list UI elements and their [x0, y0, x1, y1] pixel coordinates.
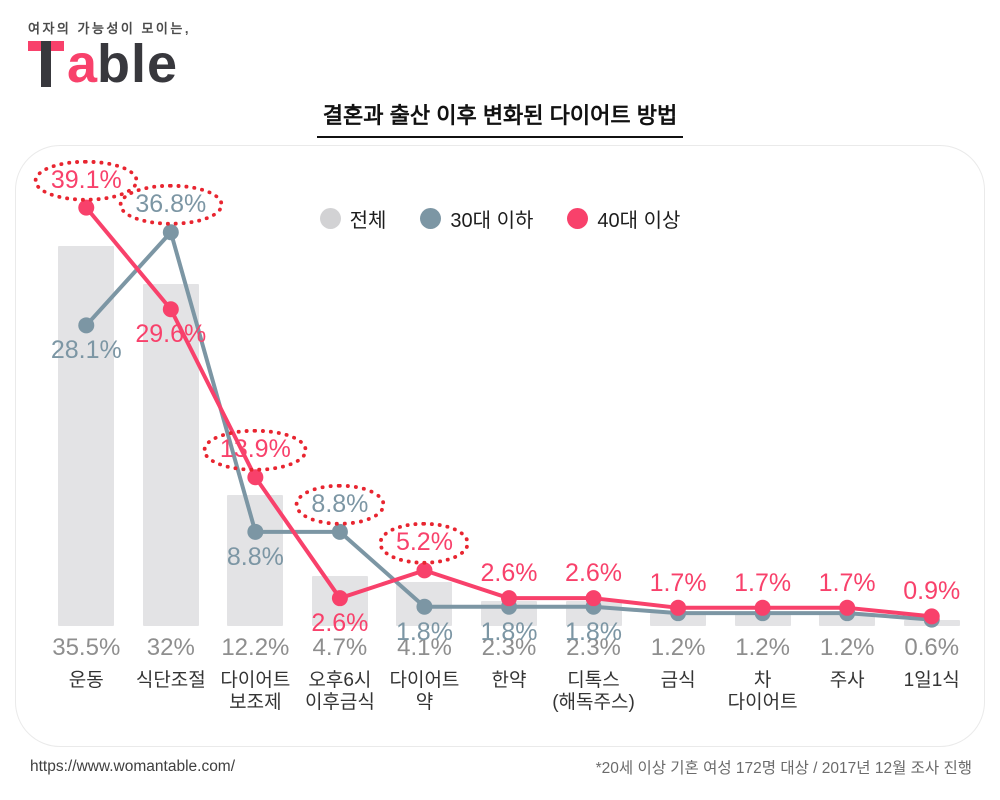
highlighted-point-label-40대-이상: 13.9% — [202, 429, 308, 472]
data-point-30대-이하 — [162, 224, 179, 241]
highlighted-point-label-40대-이상: 39.1% — [33, 159, 139, 202]
point-label-30대-이하: 1.8% — [395, 617, 453, 646]
bar-value-label: 1.2% — [650, 634, 706, 661]
logo-tagline: 여자의 가능성이 모이는, — [28, 21, 191, 36]
bar-value-label: 35.5% — [52, 634, 121, 661]
point-label-30대-이하: 8.8% — [226, 542, 284, 571]
logo: 여자의 가능성이 모이는, a ble — [28, 18, 191, 91]
highlight-dotted-ellipse: 13.9% — [202, 429, 308, 472]
category-label-주사: 주사 — [829, 670, 865, 691]
bar-value-label: 4.7% — [312, 634, 368, 661]
bar-1일1식 — [903, 619, 960, 626]
category-label-차-다이어트: 차 다이어트 — [727, 670, 798, 714]
point-label-40대-이상: 2.6% — [480, 558, 538, 587]
category-label-식단조절: 식단조절 — [135, 670, 206, 691]
category-label-오후6시-이후금식: 오후6시 이후금식 — [304, 670, 375, 714]
highlight-dotted-ellipse: 8.8% — [294, 483, 386, 526]
bar-value-label: 12.2% — [221, 634, 290, 661]
page-title: 결혼과 출산 이후 변화된 다이어트 방법 — [0, 98, 1000, 138]
brand-wordmark: a ble — [28, 34, 191, 94]
footer: https://www.womantable.com/ *20세 이상 기혼 여… — [30, 756, 972, 778]
line-40대-이상 — [84, 205, 934, 619]
bar-운동 — [58, 246, 115, 626]
data-point-40대-이상 — [416, 562, 433, 579]
category-label-1일1식: 1일1식 — [903, 670, 960, 691]
bar-value-label: 0.6% — [904, 634, 960, 661]
point-label-40대-이상: 1.7% — [818, 568, 876, 597]
data-point-40대-이상 — [247, 469, 264, 486]
highlighted-point-label-30대-이하: 8.8% — [294, 483, 386, 526]
category-label-운동: 운동 — [68, 670, 104, 691]
category-label-다이어트-보조제: 다이어트 보조제 — [220, 670, 291, 714]
footer-survey-note: *20세 이상 기혼 여성 172명 대상 / 2017년 12월 조사 진행 — [595, 760, 972, 777]
footer-url: https://www.womantable.com/ — [30, 758, 236, 775]
category-label-디톡스-(해독주스): 디톡스 (해독주스) — [552, 670, 635, 714]
bar-금식 — [650, 613, 707, 626]
brand-t-icon — [28, 41, 64, 87]
highlight-dotted-ellipse: 39.1% — [33, 159, 139, 202]
page-title-text: 결혼과 출산 이후 변화된 다이어트 방법 — [316, 98, 684, 138]
point-label-40대-이상: 2.6% — [311, 609, 369, 638]
category-label-한약: 한약 — [491, 670, 527, 691]
point-label-40대-이상: 1.7% — [734, 568, 792, 597]
bar-value-label: 4.1% — [397, 634, 452, 661]
point-label-30대-이하: 1.8% — [565, 617, 623, 646]
bar-차-다이어트 — [734, 613, 791, 626]
bar-주사 — [819, 613, 876, 626]
bar-value-label: 32% — [146, 634, 195, 661]
bar-value-label: 2.3% — [481, 634, 537, 661]
category-label-금식: 금식 — [660, 670, 696, 691]
brand-suffix: ble — [97, 34, 179, 94]
point-label-30대-이하: 1.8% — [480, 617, 538, 646]
highlighted-point-label-40대-이상: 5.2% — [378, 522, 470, 565]
point-label-40대-이상: 0.9% — [903, 577, 961, 606]
category-label-다이어트-약: 다이어트 약 — [389, 670, 460, 714]
bar-value-label: 2.3% — [566, 634, 621, 661]
bar-value-label: 1.2% — [819, 634, 875, 661]
brand-t-stem — [41, 41, 51, 87]
point-label-40대-이상: 2.6% — [565, 558, 623, 587]
brand-letter-a: a — [67, 34, 98, 94]
point-label-40대-이상: 1.7% — [649, 568, 707, 597]
bar-value-label: 1.2% — [735, 634, 790, 661]
data-point-40대-이상 — [78, 199, 95, 216]
data-point-30대-이하 — [331, 523, 348, 540]
chart-card: 전체 30대 이하 40대 이상 35.5% 운동 32% 식단조절 12.2% 다이어트 보… — [15, 145, 985, 747]
point-label-30대-이하: 28.1% — [50, 336, 122, 365]
plot-area: 35.5% 운동 32% 식단조절 12.2% 다이어트 보조제 4.7% 오후6시 이후금식… — [16, 146, 984, 746]
point-label-40대-이상: 29.6% — [135, 320, 207, 349]
highlight-dotted-ellipse: 5.2% — [378, 522, 470, 565]
